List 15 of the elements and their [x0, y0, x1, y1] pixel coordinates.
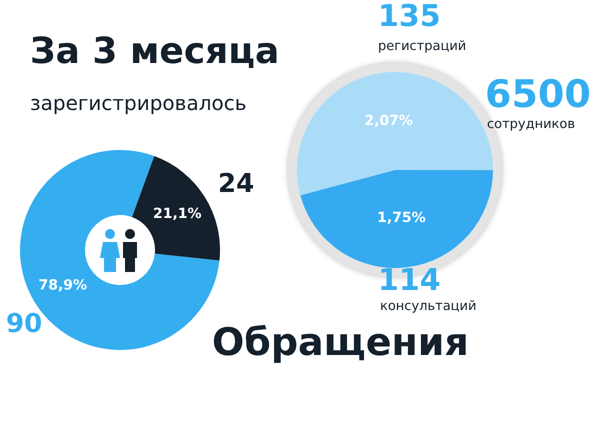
- text: 6500: [485, 72, 591, 116]
- chart-subtitle: зарегистрировалось: [30, 91, 247, 115]
- text: консультаций: [380, 299, 476, 314]
- text: 135: [378, 0, 441, 34]
- text: сотрудников: [487, 117, 576, 132]
- text: 24: [218, 169, 254, 199]
- data-label: 1,75%: [377, 210, 426, 226]
- data-label: 21,1%: [152, 206, 202, 222]
- text: регистраций: [378, 39, 466, 54]
- text: 114: [378, 263, 441, 298]
- data-label: 2,07%: [364, 113, 413, 130]
- data-label: 78,9%: [38, 277, 88, 294]
- text: 90: [6, 309, 42, 339]
- text: Обращения: [212, 320, 469, 364]
- chart-title: За 3 месяца: [30, 31, 280, 72]
